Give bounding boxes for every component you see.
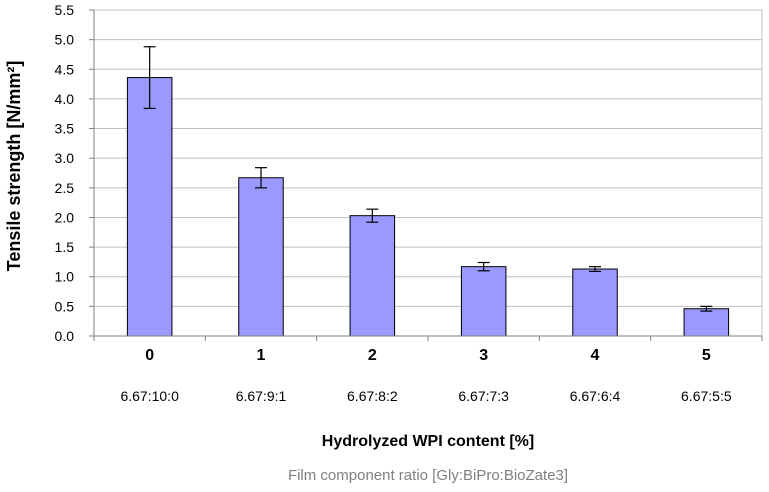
y-tick-label: 3.5 [55, 121, 75, 137]
grid-lines [94, 9, 763, 336]
x-ratio-label: 6.67:8:2 [347, 388, 398, 404]
x-ratio-label: 6.67:5:5 [681, 388, 732, 404]
x-ratio-label: 6.67:6:4 [570, 388, 621, 404]
y-tick-label: 2.5 [55, 180, 75, 196]
y-tick-label: 5.5 [55, 2, 75, 18]
y-tick-label: 0.0 [55, 328, 75, 344]
y-tick-label: 1.0 [55, 269, 75, 285]
y-tick-label: 4.5 [55, 61, 75, 77]
x-ratio-label: 6.67:10:0 [120, 388, 179, 404]
y-tick-label: 5.0 [55, 32, 75, 48]
y-tick-labels: 0.0 0.5 1.0 1.5 2.0 2.5 3.0 3.5 4.0 4.5 5.0 5.5 [55, 2, 94, 344]
bar-3 [460, 266, 507, 337]
x-ratio-label: 6.67:9:1 [236, 388, 287, 404]
x-tick-label: 4 [591, 347, 600, 364]
y-tick-label: 0.5 [55, 298, 75, 314]
x-ratio-label: 6.67:7:3 [458, 388, 509, 404]
x-tick-label: 0 [145, 347, 154, 364]
x-axis-label: Hydrolyzed WPI content [%] [322, 433, 534, 450]
error-bars [143, 46, 713, 312]
bars [126, 77, 730, 337]
bar-0 [126, 77, 173, 337]
y-tick-label: 3.0 [55, 150, 75, 166]
bar-2 [349, 215, 396, 337]
y-tick-label: 1.5 [55, 239, 75, 255]
x-tick-label: 2 [368, 347, 377, 364]
x-tick-label: 3 [479, 347, 488, 364]
x-tick-labels: 0 6.67:10:0 1 6.67:9:1 2 6.67:8:2 3 6.67:7:3 4 6.… [93, 336, 763, 404]
bar-1 [238, 177, 284, 337]
x-tick-label: 1 [257, 347, 266, 364]
x-tick-label: 5 [702, 347, 711, 364]
y-tick-label: 2.0 [55, 209, 75, 225]
bar-4 [572, 268, 618, 337]
y-axis-label: Tensile strength [N/mm²] [4, 61, 24, 272]
bar-5 [683, 308, 730, 337]
y-tick-label: 4.0 [55, 91, 75, 107]
x-axis-sublabel: Film component ratio [Gly:BiPro:BioZate3… [288, 467, 568, 484]
